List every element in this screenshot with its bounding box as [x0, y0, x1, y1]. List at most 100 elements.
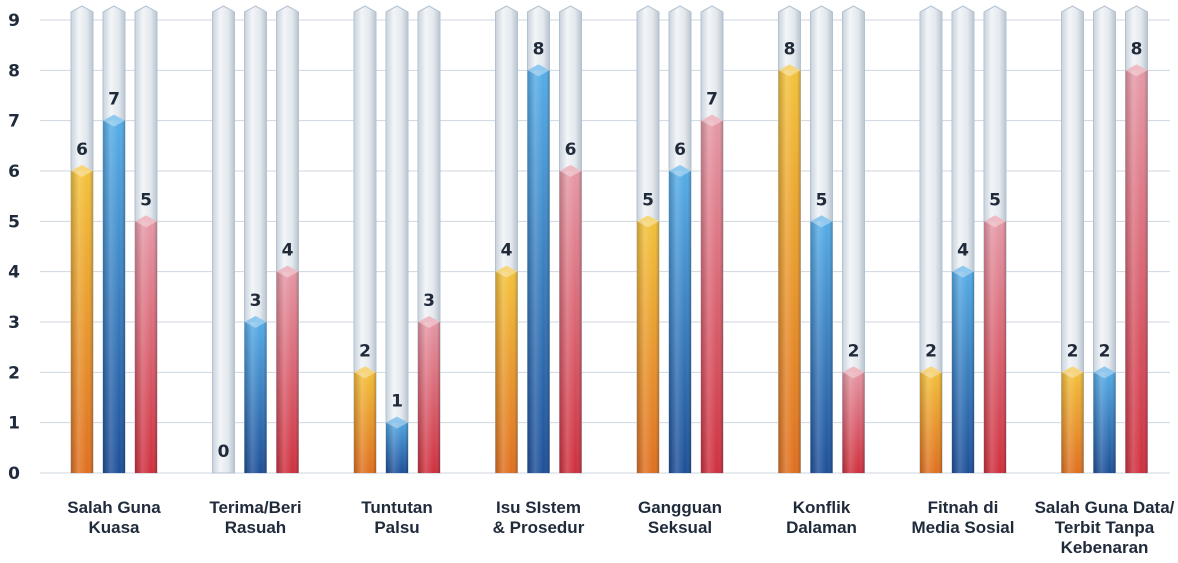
category-label: Media Sosial: [912, 518, 1015, 537]
category-label: Dalaman: [786, 518, 857, 537]
category-label: Isu SIstem: [496, 498, 581, 517]
bar-cap: [842, 366, 865, 379]
bar-cap: [276, 265, 299, 278]
category-label: & Prosedur: [493, 518, 585, 537]
bar-cap: [559, 165, 582, 177]
category-label: Terbit Tanpa: [1055, 518, 1155, 537]
category-label: Terima/Beri: [209, 498, 301, 517]
bar-shading: [669, 171, 691, 473]
bar-cap: [1125, 64, 1148, 77]
y-tick-label: 1: [8, 414, 20, 434]
category-label: Konflik: [793, 498, 851, 517]
bar-cap: [984, 215, 1006, 228]
bar-shading: [354, 372, 376, 473]
bar-value-label: 4: [501, 241, 513, 261]
bar-value-label: 2: [1099, 341, 1111, 361]
bar-cap: [920, 366, 942, 379]
bar-value-label: 3: [250, 291, 262, 311]
y-tick-label: 5: [8, 212, 20, 232]
bar-value-label: 5: [140, 190, 152, 210]
bar-shading: [842, 372, 865, 473]
bar-shading: [559, 171, 582, 473]
bar-cap: [135, 215, 157, 228]
category-label: Gangguan: [638, 498, 722, 517]
bar-shading: [1093, 372, 1116, 473]
bar-cap: [701, 114, 723, 127]
bar-track: [212, 5, 235, 474]
bar-shading: [135, 221, 157, 473]
bar-value-label: 8: [533, 39, 545, 59]
y-tick-label: 7: [8, 112, 20, 132]
bar-cap: [810, 215, 833, 228]
bar-value-label: 5: [642, 190, 654, 210]
bar-shading: [418, 322, 440, 473]
bar-shading: [984, 221, 1006, 473]
bar-value-label: 2: [848, 341, 860, 361]
bar-value-label: 6: [674, 140, 686, 160]
y-tick-label: 0: [8, 464, 20, 484]
bar-value-label: 2: [925, 341, 937, 361]
category-label: Salah Guna: [67, 498, 161, 517]
bar-value-label: 1: [391, 392, 403, 412]
bar-shading: [244, 322, 267, 473]
bar-shading: [527, 70, 550, 473]
bar-shading: [778, 70, 801, 473]
bar-track: [385, 5, 409, 474]
bar-value-label: 4: [282, 241, 294, 261]
bar-cap: [71, 165, 93, 177]
bar-value-label: 7: [706, 90, 718, 110]
category-label: Kuasa: [88, 518, 140, 537]
bar-value-label: 3: [423, 291, 435, 311]
bar-value-label: 2: [1067, 341, 1079, 361]
bar-cap: [637, 215, 659, 228]
category-label: Tuntutan: [361, 498, 432, 517]
bar-value-label: 8: [784, 39, 796, 59]
bar-value-label: 6: [76, 140, 88, 160]
bar-value-label: 6: [565, 140, 577, 160]
bars: [71, 64, 1148, 474]
category-label: Seksual: [648, 518, 712, 537]
bar-shading: [71, 171, 93, 473]
category-label: Kebenaran: [1061, 538, 1149, 557]
bar-value-label: 8: [1131, 39, 1143, 59]
bar-cap: [952, 265, 974, 278]
bar-shading: [1125, 70, 1148, 473]
bar-shading: [386, 422, 408, 473]
bar-cap: [669, 165, 691, 177]
bar-value-label: 7: [108, 90, 120, 110]
bar-shading: [952, 271, 974, 473]
bar-value-label: 5: [989, 190, 1001, 210]
y-tick-label: 9: [8, 11, 20, 31]
bar-cap: [103, 114, 125, 127]
bar-cap: [244, 316, 267, 328]
bar-shading: [920, 372, 942, 473]
bar-value-label: 5: [816, 190, 828, 210]
bar-value-label: 2: [359, 341, 371, 361]
bar-shading: [276, 271, 299, 473]
y-axis-ticks: 0 1 2 3 4 5 6 7 8 9: [8, 11, 20, 484]
bar-value-label: 0: [218, 442, 230, 462]
bar-shading: [1061, 372, 1084, 473]
y-tick-label: 6: [8, 162, 20, 182]
bar-shading: [103, 120, 125, 474]
bar-cap: [386, 416, 408, 429]
bar-shading: [810, 221, 833, 473]
bar-cap: [418, 316, 440, 328]
category-label: Rasuah: [225, 518, 286, 537]
category-label: Palsu: [374, 518, 419, 537]
y-tick-label: 3: [8, 313, 20, 333]
bar-cap: [495, 265, 518, 278]
y-tick-label: 4: [8, 263, 20, 283]
bar-shading: [701, 120, 723, 474]
bar-cap: [778, 64, 801, 77]
bar-cap: [527, 64, 550, 77]
y-tick-label: 2: [8, 363, 20, 383]
y-tick-label: 8: [8, 61, 20, 81]
bar-cap: [354, 366, 376, 379]
bar-shading: [495, 271, 518, 473]
bar-cap: [1061, 366, 1084, 379]
